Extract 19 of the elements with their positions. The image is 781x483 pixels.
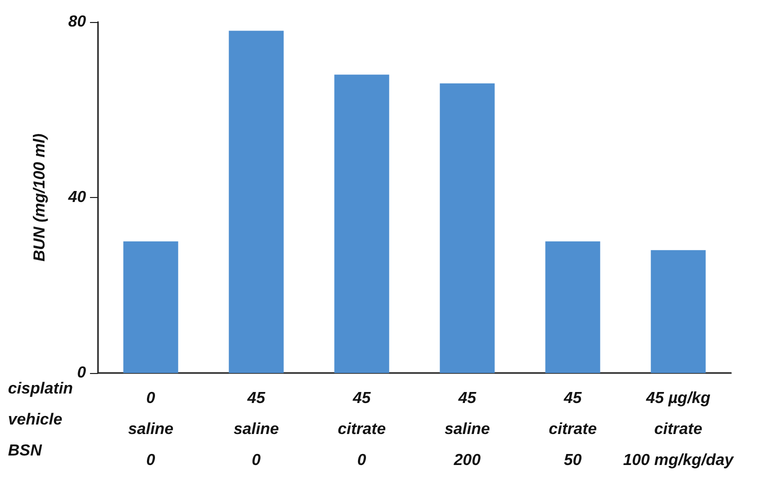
text: BSN [8, 442, 42, 460]
x-tick-label: 45 µg/kg citrate 100 mg/kg/day [623, 390, 734, 469]
x-tick-label: 45 saline 0 [234, 390, 280, 469]
text: cisplatin [8, 380, 74, 398]
y-axis-title: BUN (mg/100 ml) [32, 133, 48, 262]
x-tick-label: 0 saline 0 [128, 390, 174, 469]
x-tick-label: 45 citrate 0 [338, 390, 386, 469]
bar [650, 250, 706, 373]
y-tick-label: 0 [77, 364, 86, 382]
x-tick-label: 45 saline 200 [444, 390, 490, 469]
bar [334, 74, 390, 373]
bar [123, 241, 178, 373]
x-tick-label: 45 citrate 50 [548, 390, 597, 469]
bar [228, 30, 284, 373]
bar [545, 241, 600, 373]
text: vehicle [8, 412, 62, 428]
bar [440, 83, 495, 373]
y-tick-label: 80 [68, 14, 86, 30]
y-tick-label: 40 [67, 189, 86, 206]
